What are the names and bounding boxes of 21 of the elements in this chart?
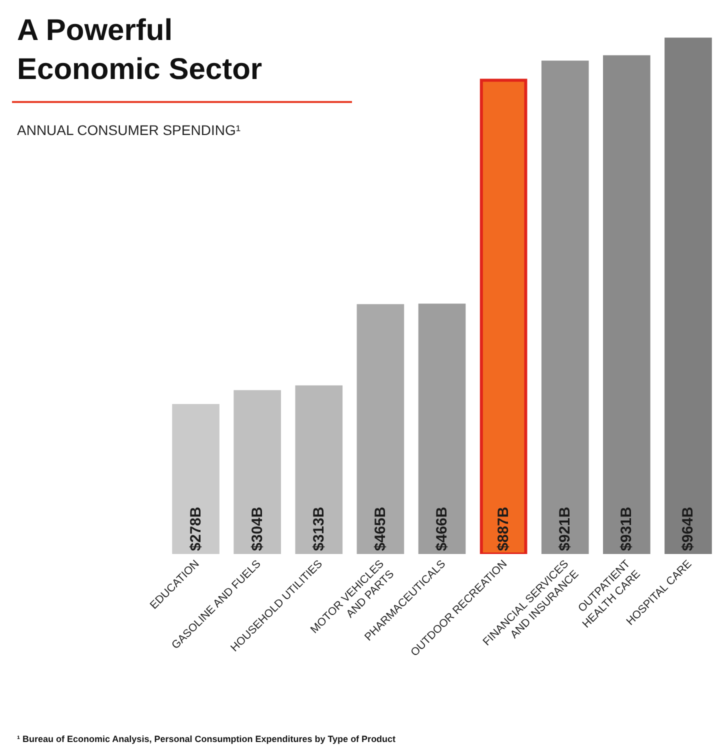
data-label: $304B <box>248 506 266 551</box>
data-label: $278B <box>187 506 204 551</box>
bar <box>541 60 589 554</box>
bar <box>480 78 528 554</box>
bar <box>172 404 220 554</box>
data-label: $313B <box>310 506 328 551</box>
data-label: $921B <box>556 506 574 551</box>
data-label: $466B <box>434 506 450 551</box>
data-label: $465B <box>372 506 389 551</box>
data-label: $931B <box>618 506 636 551</box>
data-label: $887B <box>495 506 512 551</box>
bar <box>418 304 466 554</box>
chart-title: A Powerful Economic Sector <box>17 14 262 86</box>
bar <box>295 385 343 554</box>
bar <box>603 55 650 554</box>
data-label: $964B <box>680 506 697 551</box>
bar <box>356 304 404 554</box>
bar <box>234 390 281 554</box>
text: ANNUAL CONSUMER SPENDING¹ <box>17 122 241 138</box>
text: ¹ Bureau of Economic Analysis, Personal Consumption Expenditures by Type of Product <box>17 734 396 744</box>
bar <box>664 38 712 554</box>
